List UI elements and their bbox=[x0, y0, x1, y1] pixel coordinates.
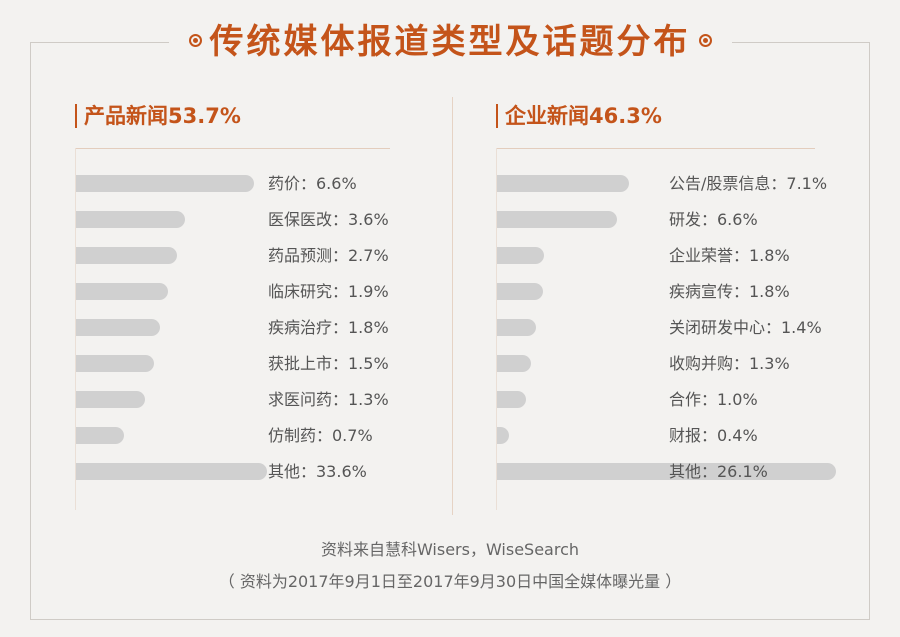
bar bbox=[497, 319, 536, 336]
bar-label: 获批上市：1.5% bbox=[268, 354, 389, 373]
bar bbox=[76, 175, 254, 192]
title-wrap: 传统媒体报道类型及话题分布 bbox=[0, 18, 900, 66]
bar-label: 疾病宣传：1.8% bbox=[669, 282, 790, 301]
bar bbox=[76, 283, 168, 300]
bar bbox=[497, 391, 526, 408]
bar-label: 企业荣誉：1.8% bbox=[669, 246, 790, 265]
bar-label: 疾病治疗：1.8% bbox=[268, 318, 389, 337]
bar bbox=[76, 391, 145, 408]
bar bbox=[76, 319, 160, 336]
axis-line bbox=[496, 148, 497, 510]
source-text: 资料来自慧科Wisers，WiseSearch bbox=[320, 540, 580, 559]
bar bbox=[497, 247, 544, 264]
title-text: 传统媒体报道类型及话题分布 bbox=[209, 22, 691, 62]
bar-label: 公告/股票信息：7.1% bbox=[669, 174, 828, 193]
bar bbox=[76, 247, 177, 264]
heading-underline bbox=[75, 148, 390, 149]
bar bbox=[497, 175, 629, 192]
bar bbox=[76, 427, 124, 444]
bar-label: 合作：1.0% bbox=[669, 390, 758, 409]
bar bbox=[497, 211, 617, 228]
bar bbox=[76, 463, 267, 480]
panel-heading: 产品新闻53.7% bbox=[75, 104, 241, 128]
bar-label: 药品预测：2.7% bbox=[268, 246, 389, 265]
note-text: （ 资料为2017年9月1日至2017年9月30日中国全媒体曝光量 ） bbox=[218, 572, 682, 591]
chart-title: 传统媒体报道类型及话题分布 bbox=[168, 18, 732, 66]
bar bbox=[497, 463, 836, 480]
bar-label: 医保医改：3.6% bbox=[268, 210, 389, 229]
bar-label: 收购并购：1.3% bbox=[669, 354, 790, 373]
bar-label: 临床研究：1.9% bbox=[268, 282, 389, 301]
bar bbox=[497, 355, 531, 372]
heading-underline bbox=[496, 148, 815, 149]
ornament-right-icon bbox=[698, 34, 712, 47]
bar bbox=[76, 211, 185, 228]
panel-heading: 企业新闻46.3% bbox=[496, 104, 662, 128]
bar bbox=[497, 427, 509, 444]
bar bbox=[497, 283, 543, 300]
bar-label: 关闭研发中心：1.4% bbox=[669, 318, 822, 337]
bar-label: 求医问药：1.3% bbox=[268, 390, 389, 409]
panel-divider bbox=[452, 97, 453, 515]
ornament-left-icon bbox=[188, 34, 202, 47]
bar-label: 仿制药：0.7% bbox=[268, 426, 373, 445]
bar-label: 药价：6.6% bbox=[268, 174, 357, 193]
bar-label: 其他：33.6% bbox=[268, 462, 367, 481]
axis-line bbox=[75, 148, 76, 510]
bar bbox=[76, 355, 154, 372]
bar-label: 其他：26.1% bbox=[669, 462, 768, 481]
bar-label: 财报：0.4% bbox=[669, 426, 758, 445]
bar-label: 研发：6.6% bbox=[669, 210, 758, 229]
